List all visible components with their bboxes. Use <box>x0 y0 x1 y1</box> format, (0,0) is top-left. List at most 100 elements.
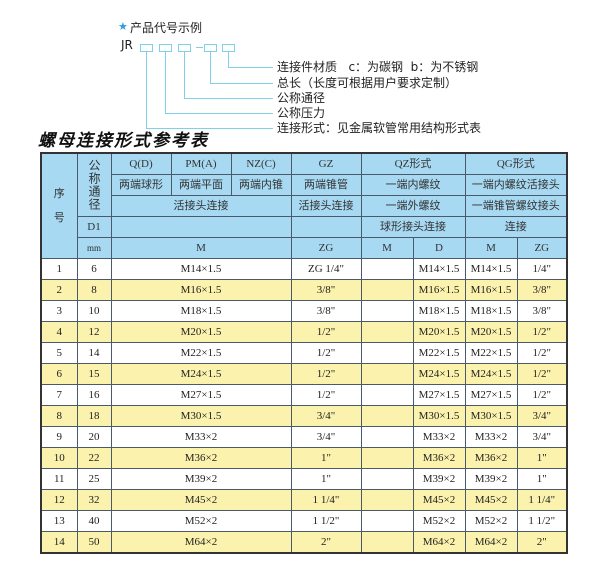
row-thread-m: M52×2 <box>110 510 292 532</box>
table-row: 3 10 M18×1.5 3/8" M18×1.5 M18×1.5 3/8" <box>40 300 568 322</box>
row-qg-zg: 1/2" <box>516 342 568 364</box>
row-nominal-d1: 32 <box>76 489 112 511</box>
row-thread-m: M33×2 <box>110 426 292 448</box>
table-row: 8 18 M30×1.5 3/4" M30×1.5 M30×1.5 3/4" <box>40 405 568 427</box>
row-gz-zg: 1/2" <box>290 363 362 385</box>
row-qz-d: M24×1.5 <box>412 363 466 385</box>
table-row: 7 16 M27×1.5 1/2" M27×1.5 M27×1.5 1/2" <box>40 384 568 406</box>
row-qg-m: M64×2 <box>464 531 518 554</box>
table-body: 1 6 M14×1.5 ZG 1/4" M14×1.5 M14×1.5 1/4" 2 8 M16×… <box>40 258 568 554</box>
row-qg-zg: 1" <box>516 447 568 469</box>
row-qz-m <box>360 342 414 364</box>
code-slot-connection <box>140 44 153 52</box>
header-qz-desc2: 一端外螺纹 <box>360 195 466 217</box>
leader-line <box>210 83 273 84</box>
sheet-title: 螺母连接形式参考表 <box>38 131 209 151</box>
row-nominal-d1: 18 <box>76 405 112 427</box>
leader-line <box>165 52 166 113</box>
row-gz-zg: ZG 1/4" <box>290 258 362 280</box>
row-qg-zg: 3/8" <box>516 300 568 322</box>
row-nominal-d1: 6 <box>76 258 112 280</box>
header-gz-desc: 两端锥管 <box>290 174 362 196</box>
row-qg-m: M36×2 <box>464 447 518 469</box>
table-row: 14 50 M64×2 2" M64×2 M64×2 2" <box>40 531 568 554</box>
header-qd: Q(D) <box>110 152 172 175</box>
row-qg-zg: 2" <box>516 531 568 554</box>
code-slot-material <box>222 44 235 52</box>
header-qz-m: M <box>360 237 414 259</box>
row-thread-m: M27×1.5 <box>110 384 292 406</box>
row-qg-zg: 1 1/2" <box>516 510 568 532</box>
row-gz-zg: 3/8" <box>290 279 362 301</box>
row-seq: 13 <box>40 510 78 532</box>
row-seq: 2 <box>40 279 78 301</box>
header-qz-d: D <box>412 237 466 259</box>
header-blank <box>110 216 292 238</box>
table-row: 5 14 M22×1.5 1/2" M22×1.5 M22×1.5 1/2" <box>40 342 568 364</box>
header-qg: QG形式 <box>464 152 568 175</box>
row-qz-m <box>360 384 414 406</box>
row-seq: 5 <box>40 342 78 364</box>
row-qg-zg: 1/2" <box>516 384 568 406</box>
table-row: 1 6 M14×1.5 ZG 1/4" M14×1.5 M14×1.5 1/4" <box>40 258 568 280</box>
code-slot-pressure <box>159 44 172 52</box>
row-seq: 1 <box>40 258 78 280</box>
row-qg-zg: 1" <box>516 468 568 490</box>
row-qz-d: M20×1.5 <box>412 321 466 343</box>
code-slot-diameter <box>178 44 191 52</box>
leader-line <box>146 52 147 128</box>
table-row: 9 20 M33×2 3/4" M33×2 M33×2 3/4" <box>40 426 568 448</box>
row-gz-zg: 1 1/4" <box>290 489 362 511</box>
row-qz-d: M27×1.5 <box>412 384 466 406</box>
row-qg-m: M39×2 <box>464 468 518 490</box>
row-thread-m: M18×1.5 <box>110 300 292 322</box>
row-qg-m: M30×1.5 <box>464 405 518 427</box>
row-qz-d: M45×2 <box>412 489 466 511</box>
row-gz-zg: 3/4" <box>290 426 362 448</box>
row-gz-zg: 1 1/2" <box>290 510 362 532</box>
row-qz-m <box>360 300 414 322</box>
header-pm-desc: 两端平面 <box>170 174 232 196</box>
row-seq: 7 <box>40 384 78 406</box>
row-qz-d: M22×1.5 <box>412 342 466 364</box>
row-qg-zg: 3/4" <box>516 405 568 427</box>
header-seq: 序 号 <box>40 152 78 259</box>
row-qz-m <box>360 531 414 554</box>
header-blank-gz <box>290 216 362 238</box>
row-qg-zg: 1/2" <box>516 363 568 385</box>
label-diameter: 公称通径 <box>277 91 326 105</box>
header-qz-desc3: 球形接头连接 <box>360 216 466 238</box>
row-qz-m <box>360 426 414 448</box>
row-nominal-d1: 15 <box>76 363 112 385</box>
row-qg-zg: 1 1/4" <box>516 489 568 511</box>
table-row: 2 8 M16×1.5 3/8" M16×1.5 M16×1.5 3/8" <box>40 279 568 301</box>
row-thread-m: M16×1.5 <box>110 279 292 301</box>
row-seq: 8 <box>40 405 78 427</box>
header-seq-text: 序 号 <box>53 188 65 224</box>
row-qg-m: M27×1.5 <box>464 384 518 406</box>
row-qz-d: M33×2 <box>412 426 466 448</box>
row-nominal-d1: 50 <box>76 531 112 554</box>
header-gz: GZ <box>290 152 362 175</box>
row-seq: 10 <box>40 447 78 469</box>
row-qz-m <box>360 447 414 469</box>
header-qg-m: M <box>464 237 518 259</box>
row-seq: 14 <box>40 531 78 554</box>
row-qz-d: M16×1.5 <box>412 279 466 301</box>
row-thread-m: M22×1.5 <box>110 342 292 364</box>
header-qg-desc3: 连接 <box>464 216 568 238</box>
code-dash <box>196 47 203 48</box>
row-qg-zg: 1/4" <box>516 258 568 280</box>
row-qz-d: M14×1.5 <box>412 258 466 280</box>
label-pressure: 公称压力 <box>277 106 326 120</box>
header-nominal: 公称通径 <box>76 152 112 217</box>
leader-line <box>228 67 273 68</box>
row-qz-d: M30×1.5 <box>412 405 466 427</box>
header-qg-zg: ZG <box>516 237 568 259</box>
row-qz-m <box>360 321 414 343</box>
row-nominal-d1: 25 <box>76 468 112 490</box>
label-material: 连接件材质 c：为碳钢 b：为不锈钢 <box>277 60 479 74</box>
row-thread-m: M30×1.5 <box>110 405 292 427</box>
row-qg-m: M18×1.5 <box>464 300 518 322</box>
row-qz-m <box>360 258 414 280</box>
